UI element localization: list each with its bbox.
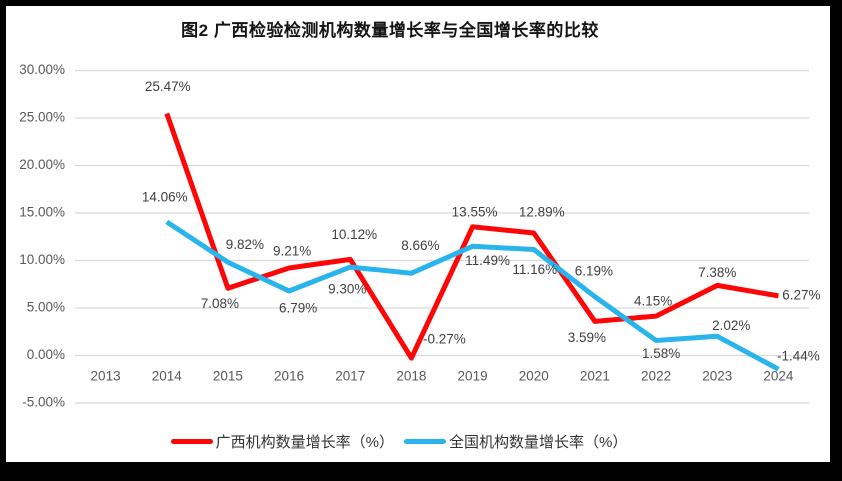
data-label: -0.27% bbox=[423, 332, 466, 347]
x-axis-year-label: 2016 bbox=[274, 369, 304, 384]
data-label: 9.82% bbox=[226, 237, 264, 252]
legend: 广西机构数量增长率（%） 全国机构数量增长率（%） bbox=[6, 431, 830, 452]
data-label: 7.08% bbox=[201, 296, 239, 311]
x-axis-year-label: 2021 bbox=[580, 369, 610, 384]
y-axis-tick-label: 20.00% bbox=[19, 157, 65, 172]
data-label: 11.49% bbox=[465, 253, 510, 268]
data-label: 8.66% bbox=[401, 238, 439, 253]
data-label: 14.06% bbox=[142, 189, 188, 204]
y-axis-tick-label: 5.00% bbox=[27, 300, 65, 315]
legend-label-guangxi: 广西机构数量增长率（%） bbox=[215, 434, 394, 451]
data-label: 3.59% bbox=[568, 330, 606, 345]
x-axis-year-label: 2023 bbox=[702, 369, 732, 384]
data-label: 13.55% bbox=[452, 204, 498, 219]
data-label: 6.79% bbox=[279, 301, 317, 316]
x-axis-year-label: 2020 bbox=[519, 369, 549, 384]
chart-title: 图2 广西检验检测机构数量增长率与全国增长率的比较 bbox=[181, 21, 599, 40]
data-label: 1.58% bbox=[642, 346, 680, 361]
legend-item-national: 全国机构数量增长率（%） bbox=[404, 431, 627, 452]
data-label: 6.27% bbox=[782, 287, 820, 302]
legend-label-national: 全国机构数量增长率（%） bbox=[449, 434, 628, 451]
x-axis-year-label: 2013 bbox=[91, 369, 121, 384]
legend-line-swatch-blue bbox=[404, 439, 446, 444]
x-axis-year-label: 2015 bbox=[213, 369, 243, 384]
data-label: 10.12% bbox=[331, 227, 377, 242]
data-label: 25.47% bbox=[145, 79, 191, 94]
data-label: 6.19% bbox=[575, 263, 613, 278]
data-label: 7.38% bbox=[698, 265, 736, 280]
data-label: 9.21% bbox=[273, 244, 311, 259]
data-label: -1.44% bbox=[777, 349, 820, 364]
x-axis-year-label: 2018 bbox=[396, 369, 426, 384]
data-label: 9.30% bbox=[328, 282, 366, 297]
y-axis-tick-label: 15.00% bbox=[19, 205, 65, 220]
legend-line-swatch-red bbox=[170, 439, 213, 444]
series-line-national bbox=[165, 219, 780, 372]
y-axis-tick-label: 0.00% bbox=[27, 347, 65, 362]
data-label: 11.16% bbox=[512, 262, 557, 277]
x-axis-year-label: 2022 bbox=[641, 369, 671, 384]
data-label: 4.15% bbox=[634, 294, 672, 309]
y-axis-tick-label: 10.00% bbox=[19, 252, 65, 267]
series-line-guangxi bbox=[164, 112, 779, 361]
x-axis-year-label: 2024 bbox=[763, 369, 794, 384]
y-axis-tick-label: -5.00% bbox=[22, 395, 65, 410]
data-label: 12.89% bbox=[519, 205, 565, 220]
data-label: 2.02% bbox=[712, 318, 750, 333]
x-axis-year-label: 2014 bbox=[152, 369, 183, 384]
x-axis-year-label: 2017 bbox=[335, 369, 365, 384]
chart-background bbox=[6, 6, 830, 462]
legend-item-guangxi: 广西机构数量增长率（%） bbox=[170, 431, 394, 452]
x-axis-year-label: 2019 bbox=[458, 369, 488, 384]
y-axis-tick-label: 25.00% bbox=[19, 110, 65, 125]
y-axis-tick-label: 30.00% bbox=[19, 62, 65, 77]
